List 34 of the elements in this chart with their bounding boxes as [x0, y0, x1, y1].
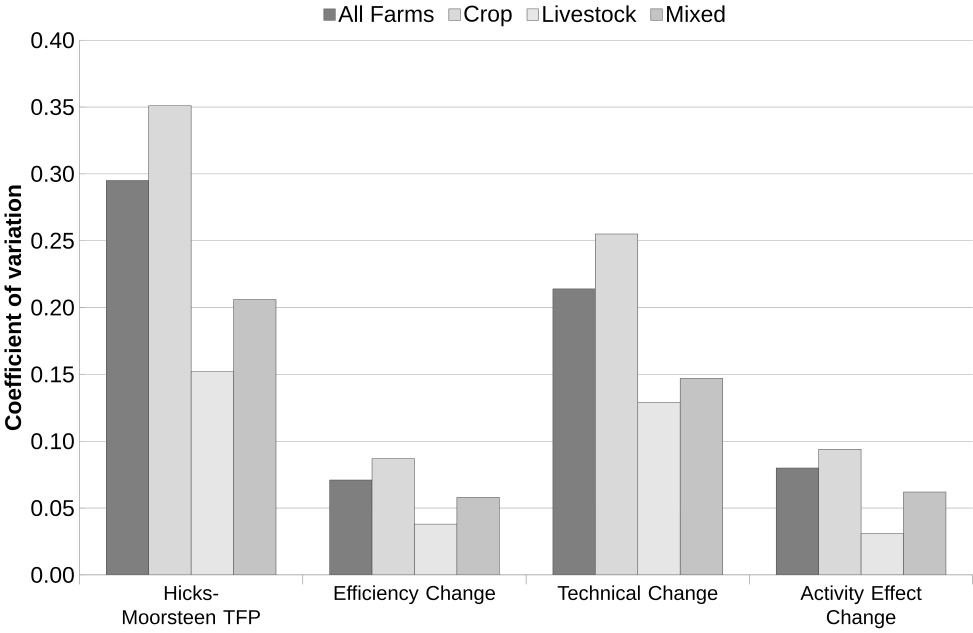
x-tick-label: Activity Effect Change	[800, 586, 922, 628]
bar	[414, 524, 458, 576]
y-tick-label: 0.40	[31, 32, 74, 48]
bar	[595, 234, 638, 576]
y-tick-label: 0.20	[31, 300, 74, 316]
legend-label: Livestock	[543, 6, 636, 22]
y-tick-label: 0.05	[31, 500, 74, 516]
x-tick-label: Efficiency Change	[334, 586, 495, 604]
bar	[776, 468, 819, 576]
bar	[372, 458, 415, 576]
bar	[860, 533, 904, 576]
bar	[148, 106, 192, 576]
y-tick-label: 0.10	[31, 433, 74, 450]
legend-label: All Farms	[338, 6, 434, 22]
bar	[638, 402, 680, 576]
bar	[329, 480, 372, 576]
y-tick-label: 0.30	[31, 166, 74, 182]
y-tick-label: 0.35	[31, 99, 74, 116]
y-tick-label: 0.15	[31, 366, 74, 383]
bar	[903, 492, 946, 576]
y-axis-title: Coefficient of variation	[4, 186, 22, 430]
bar	[456, 497, 500, 576]
legend-label: Mixed	[667, 6, 725, 22]
legend-label: Crop	[464, 6, 512, 26]
bar	[818, 449, 862, 576]
y-tick-label: 0.00	[31, 566, 74, 584]
bar	[233, 299, 276, 576]
bar	[680, 378, 723, 576]
x-tick-label: Hicks-Moorsteen TFP	[122, 586, 260, 624]
y-tick-label: 0.25	[31, 232, 74, 249]
bar	[106, 180, 149, 576]
bar	[190, 372, 234, 576]
bar	[552, 288, 596, 576]
x-tick-label: Technical Change	[558, 586, 718, 604]
